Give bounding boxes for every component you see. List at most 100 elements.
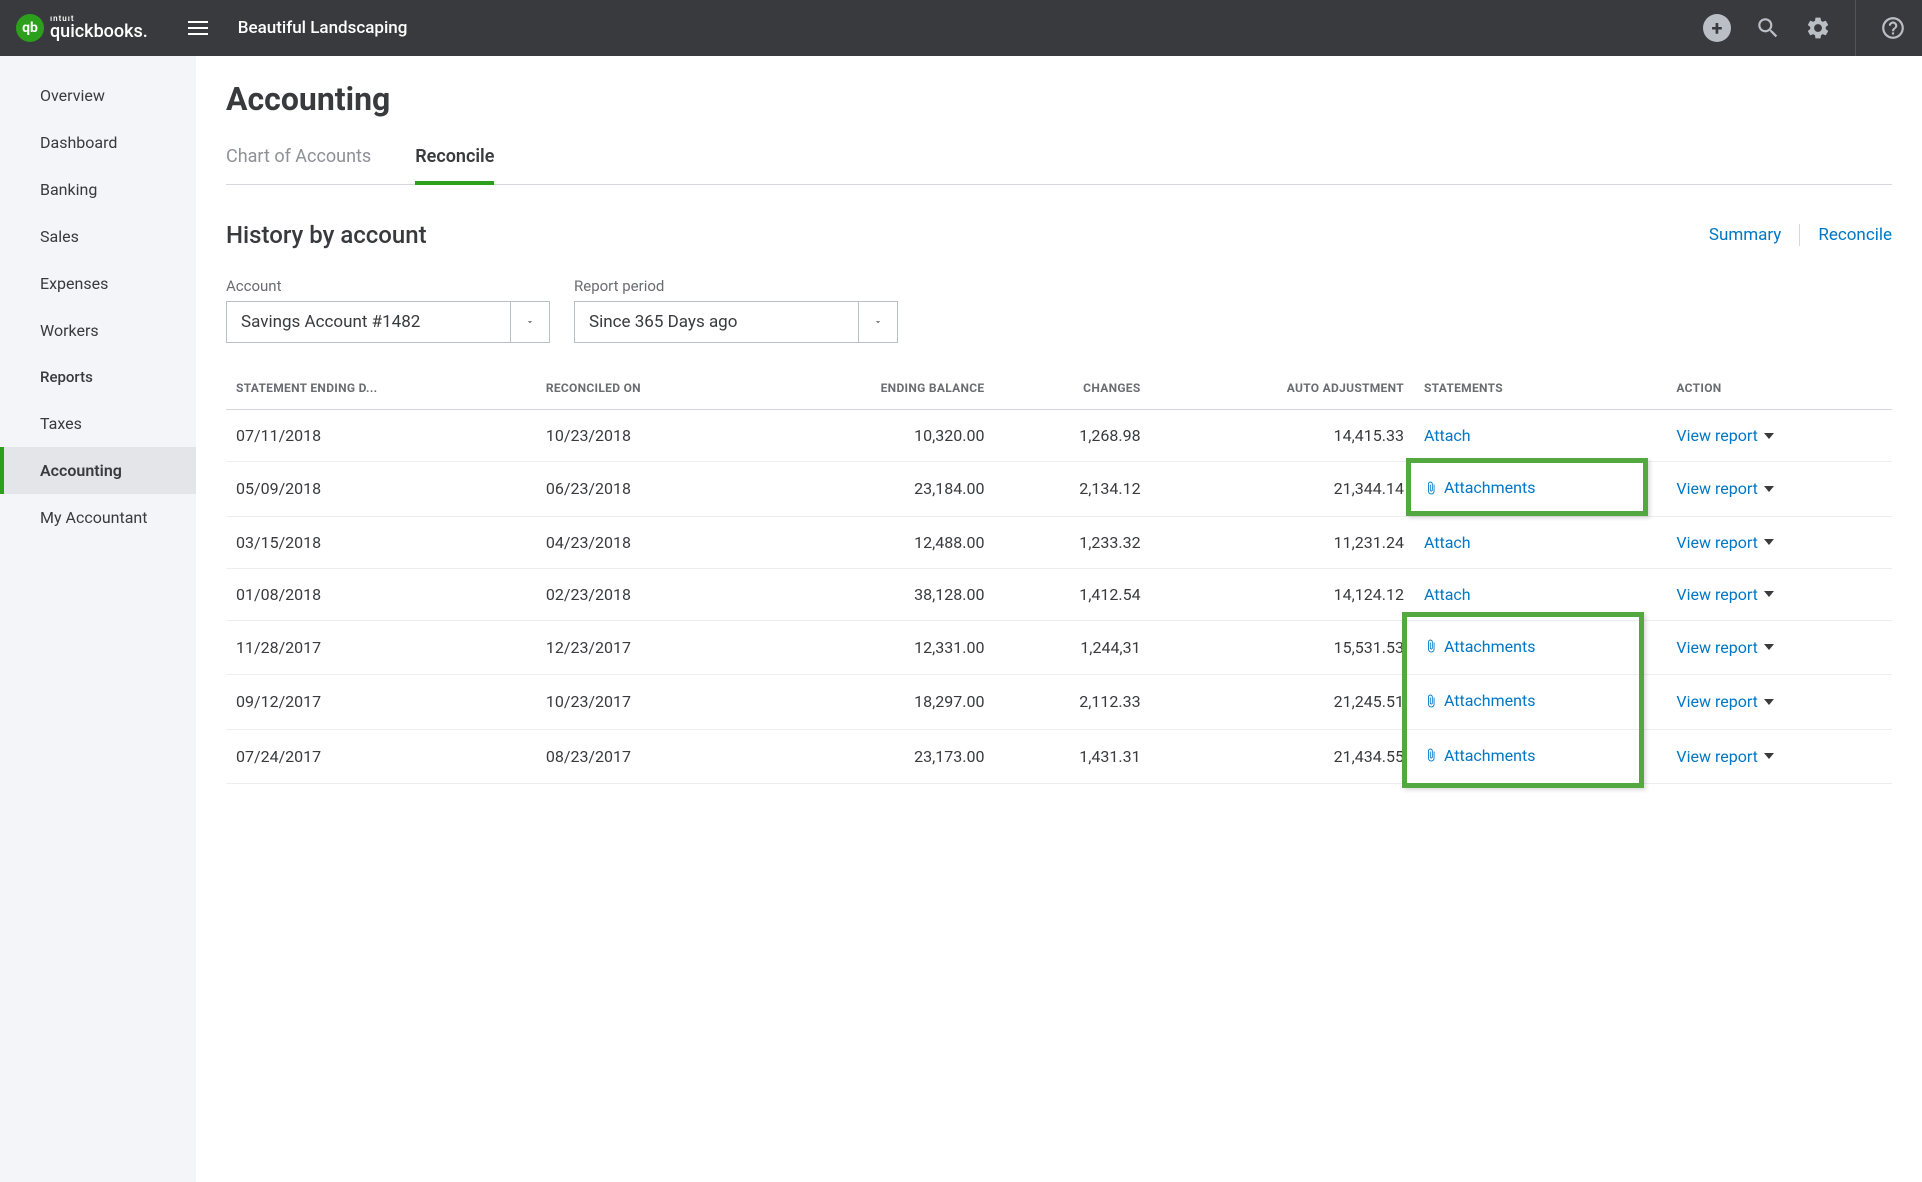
action-cell: View report — [1666, 675, 1892, 730]
sidebar-item-accounting[interactable]: Accounting — [0, 447, 196, 494]
attach-link[interactable]: Attach — [1424, 533, 1471, 552]
cell: 21,344.14 — [1151, 462, 1414, 517]
sidebar-item-taxes[interactable]: Taxes — [0, 400, 196, 447]
column-header[interactable]: RECONCILED ON — [536, 367, 757, 410]
action-cell: View report — [1666, 516, 1892, 568]
chevron-down-icon[interactable] — [858, 301, 898, 343]
attach-link[interactable]: Attach — [1424, 585, 1471, 604]
cell: 15,531.53 — [1151, 620, 1414, 675]
cell: 1,431.31 — [994, 729, 1150, 784]
account-select[interactable]: Savings Account #1482 — [226, 301, 550, 343]
chevron-down-icon[interactable] — [510, 301, 550, 343]
action-cell: View report — [1666, 729, 1892, 784]
logo-text: ıntuıt quickbooks. — [50, 15, 148, 41]
paperclip-icon — [1424, 638, 1438, 654]
quick-create-icon[interactable]: + — [1703, 14, 1731, 42]
caret-down-icon — [1764, 433, 1774, 439]
sidebar-item-my-accountant[interactable]: My Accountant — [0, 494, 196, 541]
view-report-button[interactable]: View report — [1676, 585, 1773, 604]
account-select-value: Savings Account #1482 — [226, 301, 510, 343]
link-divider — [1799, 224, 1800, 246]
column-header[interactable]: STATEMENT ENDING D... — [226, 367, 536, 410]
column-header[interactable]: CHANGES — [994, 367, 1150, 410]
view-report-button[interactable]: View report — [1676, 638, 1773, 657]
cell: 05/09/2018 — [226, 462, 536, 517]
column-header[interactable]: ENDING BALANCE — [757, 367, 995, 410]
statements-cell: Attach — [1414, 568, 1666, 620]
table-row: 01/08/201802/23/201838,128.001,412.5414,… — [226, 568, 1892, 620]
tab-chart-of-accounts[interactable]: Chart of Accounts — [226, 146, 371, 184]
cell: 23,184.00 — [757, 462, 995, 517]
cell: 21,245.51 — [1151, 675, 1414, 730]
cell: 03/15/2018 — [226, 516, 536, 568]
cell: 04/23/2018 — [536, 516, 757, 568]
cell: 10/23/2017 — [536, 675, 757, 730]
cell: 09/12/2017 — [226, 675, 536, 730]
sidebar-item-workers[interactable]: Workers — [0, 307, 196, 354]
cell: 18,297.00 — [757, 675, 995, 730]
paperclip-icon — [1424, 747, 1438, 763]
attachments-link[interactable]: Attachments — [1424, 637, 1536, 656]
search-icon[interactable] — [1755, 15, 1781, 41]
statements-cell: Attachments — [1414, 462, 1666, 517]
tab-reconcile[interactable]: Reconcile — [415, 146, 494, 185]
sidebar-item-expenses[interactable]: Expenses — [0, 260, 196, 307]
company-name: Beautiful Landscaping — [238, 18, 408, 38]
cell: 14,415.33 — [1151, 410, 1414, 462]
caret-down-icon — [1764, 591, 1774, 597]
cell: 1,268.98 — [994, 410, 1150, 462]
attachments-link[interactable]: Attachments — [1424, 746, 1536, 765]
cell: 07/24/2017 — [226, 729, 536, 784]
cell: 1,233.32 — [994, 516, 1150, 568]
main-content: Accounting Chart of AccountsReconcile Hi… — [196, 56, 1922, 1182]
statements-cell: Attachments — [1414, 620, 1666, 675]
view-report-button[interactable]: View report — [1676, 426, 1773, 445]
caret-down-icon — [1764, 539, 1774, 545]
table-row: 07/11/201810/23/201810,320.001,268.9814,… — [226, 410, 1892, 462]
logo-badge: qb — [16, 14, 44, 42]
action-cell: View report — [1666, 410, 1892, 462]
cell: 01/08/2018 — [226, 568, 536, 620]
topbar: qb ıntuıt quickbooks. Beautiful Landscap… — [0, 0, 1922, 56]
cell: 11,231.24 — [1151, 516, 1414, 568]
caret-down-icon — [1764, 699, 1774, 705]
sidebar-item-banking[interactable]: Banking — [0, 166, 196, 213]
column-header[interactable]: AUTO ADJUSTMENT — [1151, 367, 1414, 410]
period-select[interactable]: Since 365 Days ago — [574, 301, 898, 343]
view-report-button[interactable]: View report — [1676, 747, 1773, 766]
view-report-button[interactable]: View report — [1676, 533, 1773, 552]
tabs: Chart of Accounts Reconcile — [226, 146, 1892, 185]
gear-icon[interactable] — [1805, 15, 1831, 41]
account-filter-label: Account — [226, 277, 550, 295]
cell: 08/23/2017 — [536, 729, 757, 784]
table-row: 07/24/201708/23/201723,173.001,431.3121,… — [226, 729, 1892, 784]
page-title: Accounting — [226, 80, 1892, 118]
cell: 10/23/2018 — [536, 410, 757, 462]
period-select-value: Since 365 Days ago — [574, 301, 858, 343]
cell: 38,128.00 — [757, 568, 995, 620]
attach-link[interactable]: Attach — [1424, 426, 1471, 445]
view-report-button[interactable]: View report — [1676, 479, 1773, 498]
history-table: STATEMENT ENDING D...RECONCILED ONENDING… — [226, 367, 1892, 784]
view-report-button[interactable]: View report — [1676, 692, 1773, 711]
section-links: Summary Reconcile — [1709, 224, 1892, 246]
summary-link[interactable]: Summary — [1709, 225, 1781, 245]
reconcile-link[interactable]: Reconcile — [1818, 225, 1892, 245]
statements-cell: Attachments — [1414, 675, 1666, 730]
column-header[interactable]: ACTION — [1666, 367, 1892, 410]
column-header[interactable]: STATEMENTS — [1414, 367, 1666, 410]
sidebar: OverviewDashboardBankingSalesExpensesWor… — [0, 56, 196, 1182]
attachments-link[interactable]: Attachments — [1424, 691, 1536, 710]
attachments-link[interactable]: Attachments — [1424, 478, 1536, 497]
sidebar-item-overview[interactable]: Overview — [0, 72, 196, 119]
cell: 07/11/2018 — [226, 410, 536, 462]
statements-cell: Attachments — [1414, 729, 1666, 784]
menu-toggle-icon[interactable] — [188, 21, 208, 35]
sidebar-item-sales[interactable]: Sales — [0, 213, 196, 260]
sidebar-item-dashboard[interactable]: Dashboard — [0, 119, 196, 166]
action-cell: View report — [1666, 568, 1892, 620]
paperclip-icon — [1424, 480, 1438, 496]
logo[interactable]: qb ıntuıt quickbooks. — [16, 14, 148, 42]
help-icon[interactable] — [1880, 15, 1906, 41]
sidebar-item-reports[interactable]: Reports — [0, 354, 196, 400]
